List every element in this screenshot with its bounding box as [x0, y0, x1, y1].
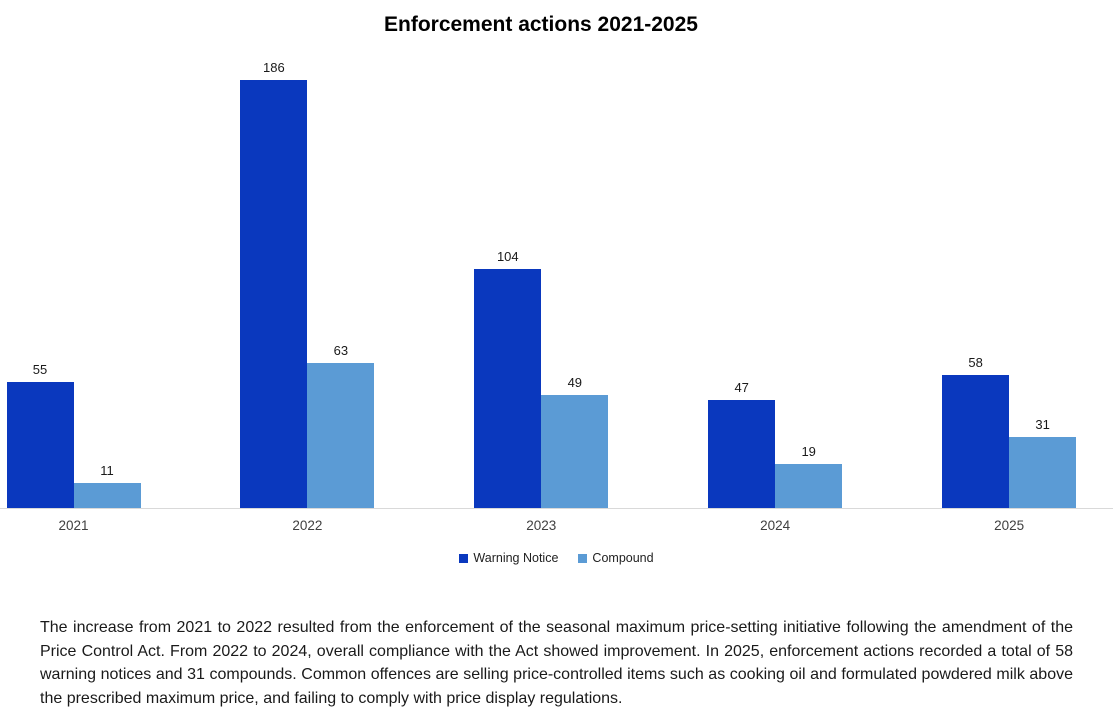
bar-value-label: 19 — [801, 444, 816, 459]
bar-warning-notice-2021 — [6, 382, 74, 508]
legend-swatch-icon — [578, 553, 588, 563]
x-axis-label-2025: 2025 — [994, 518, 1025, 533]
chart-legend: Warning Notice Compound — [0, 551, 1113, 565]
chart-title: Enforcement actions 2021-2025 — [384, 13, 698, 36]
bar-compound-2022 — [307, 363, 375, 508]
legend-label: Warning Notice — [473, 551, 559, 565]
bar-chart-plot-area: 55 11 186 63 104 49 47 19 58 31 2021 2022 2023 2024 2… — [0, 60, 1113, 533]
legend-item-compound: Compound — [578, 551, 654, 565]
legend-swatch-icon — [459, 553, 469, 563]
x-axis-line — [0, 508, 1113, 509]
legend-label: Compound — [592, 551, 654, 565]
bar-value-label: 63 — [333, 343, 349, 358]
bar-value-label: 186 — [263, 60, 285, 75]
bar-warning-notice-2022 — [240, 80, 308, 508]
bar-warning-notice-2024 — [708, 400, 776, 508]
bar-value-label: 49 — [567, 375, 583, 390]
x-axis-label-2022: 2022 — [292, 518, 323, 533]
x-axis-label-2023: 2023 — [526, 518, 557, 533]
x-axis-label-2024: 2024 — [760, 518, 791, 533]
bar-value-label: 104 — [496, 249, 519, 264]
bar-value-label: 11 — [100, 463, 114, 478]
bar-compound-2023 — [541, 395, 609, 508]
bar-value-label: 55 — [32, 362, 48, 377]
legend-item-warning-notice: Warning Notice — [459, 551, 558, 565]
bar-value-label: 58 — [968, 355, 983, 370]
bar-value-label: 31 — [1035, 417, 1050, 432]
bar-warning-notice-2025 — [942, 375, 1010, 508]
bar-warning-notice-2023 — [474, 269, 542, 508]
bar-compound-2025 — [1009, 437, 1077, 508]
bar-value-label: 47 — [734, 380, 749, 395]
bar-compound-2024 — [775, 464, 843, 508]
x-axis-label-2021: 2021 — [58, 518, 89, 533]
bar-compound-2021 — [73, 483, 141, 508]
chart-notes-paragraph: The increase from 2021 to 2022 resulted … — [40, 619, 1073, 707]
